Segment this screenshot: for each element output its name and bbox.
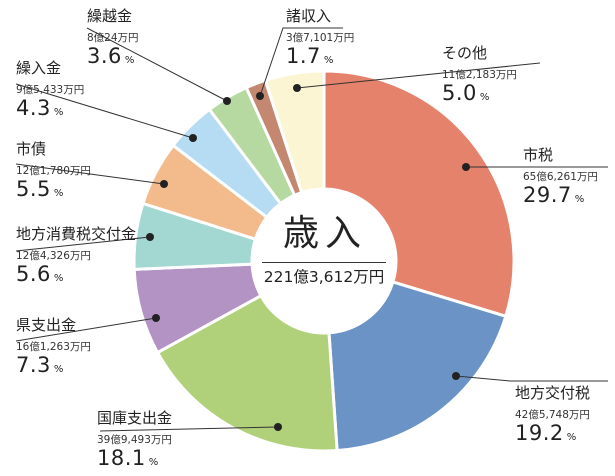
leader-line — [15, 317, 157, 342]
label-shoshunyu: 諸収入 3億7,101万円 1.7% — [286, 9, 354, 67]
label-kokko-shishutsukin: 国庫支出金 39億9,493万円 18.1% — [97, 411, 172, 469]
label-chiho-shohizei: 地方消費税交付金 12億4,326万円 5.6% — [16, 227, 136, 285]
leader-dot — [293, 84, 301, 92]
chart-total: 221億3,612万円 — [263, 268, 385, 286]
label-kurikoshikin: 繰越金 8億24万円 3.6% — [87, 9, 139, 67]
slice-percent: 19.2% — [515, 420, 577, 445]
pie-slice — [263, 69, 326, 195]
label-kurireikin: 繰入金 9億5,433万円 4.3% — [16, 61, 84, 119]
slice-amount: 3億7,101万円 — [286, 32, 355, 44]
leader-line — [296, 62, 541, 89]
label-ken-shishutsukin: 県支出金 16億1,263万円 7.3% — [16, 318, 91, 376]
slice-name: その他 — [442, 44, 488, 62]
slice-amount: 42億5,748万円 — [515, 409, 590, 421]
leader-dot — [189, 134, 197, 142]
label-chiho-kofuzei: 地方交付税 42億5,748万円 19.2% — [515, 386, 590, 444]
pie-slice — [155, 293, 339, 453]
label-shizei: 市税 65億6,261万円 29.7% — [523, 148, 598, 206]
slice-percent: 3.6% — [87, 43, 135, 68]
donut-hole — [253, 190, 395, 332]
slice-name: 繰入金 — [16, 59, 62, 77]
slice-amount: 65億6,261万円 — [523, 171, 598, 183]
slice-percent: 18.1% — [97, 445, 159, 470]
leader-dot — [274, 423, 282, 431]
slice-percent: 5.5% — [16, 176, 64, 201]
leader-line — [99, 426, 279, 432]
leader-line — [15, 236, 151, 252]
slice-name: 県支出金 — [16, 316, 77, 334]
slice-name: 地方消費税交付金 — [16, 225, 137, 243]
leader-line — [259, 27, 343, 97]
slice-amount: 39億9,493万円 — [97, 434, 172, 446]
slice-name: 地方交付税 — [515, 384, 591, 402]
slice-amount: 12億1,780万円 — [16, 165, 91, 177]
leader-dot — [152, 314, 160, 322]
leader-dot — [160, 180, 168, 188]
leader-dot — [223, 97, 231, 105]
slice-name: 繰越金 — [87, 7, 133, 25]
slice-name: 市債 — [16, 140, 47, 158]
slice-name: 国庫支出金 — [97, 409, 173, 427]
slice-percent: 4.3% — [16, 95, 64, 120]
title-divider — [262, 262, 386, 263]
slice-percent: 5.0% — [442, 80, 490, 105]
leader-line — [86, 27, 228, 102]
pie-slice — [327, 280, 508, 453]
leader-line — [15, 83, 194, 139]
chart-title: 歳入 — [282, 213, 367, 254]
pie-slice — [322, 69, 516, 319]
label-shisai: 市債 12億1,780万円 5.5% — [16, 142, 91, 200]
leader-dot — [146, 233, 154, 241]
leader-dot — [452, 372, 460, 380]
slice-amount: 12億4,326万円 — [16, 250, 91, 262]
label-sonota: その他 11億2,183万円 5.0% — [442, 46, 517, 104]
slice-amount: 16億1,263万円 — [16, 341, 91, 353]
slice-percent: 1.7% — [286, 43, 334, 68]
leader-line — [455, 375, 608, 382]
leader-line — [15, 163, 165, 185]
leader-dot — [256, 92, 264, 100]
slice-amount: 8億24万円 — [87, 32, 139, 44]
slice-percent: 29.7% — [523, 182, 585, 207]
slice-name: 市税 — [523, 146, 554, 164]
slice-amount: 11億2,183万円 — [442, 69, 517, 81]
slice-name: 諸収入 — [286, 7, 332, 25]
leader-dot — [462, 163, 470, 171]
slice-percent: 7.3% — [16, 352, 64, 377]
slice-percent: 5.6% — [16, 261, 64, 286]
slice-amount: 9億5,433万円 — [16, 84, 85, 96]
